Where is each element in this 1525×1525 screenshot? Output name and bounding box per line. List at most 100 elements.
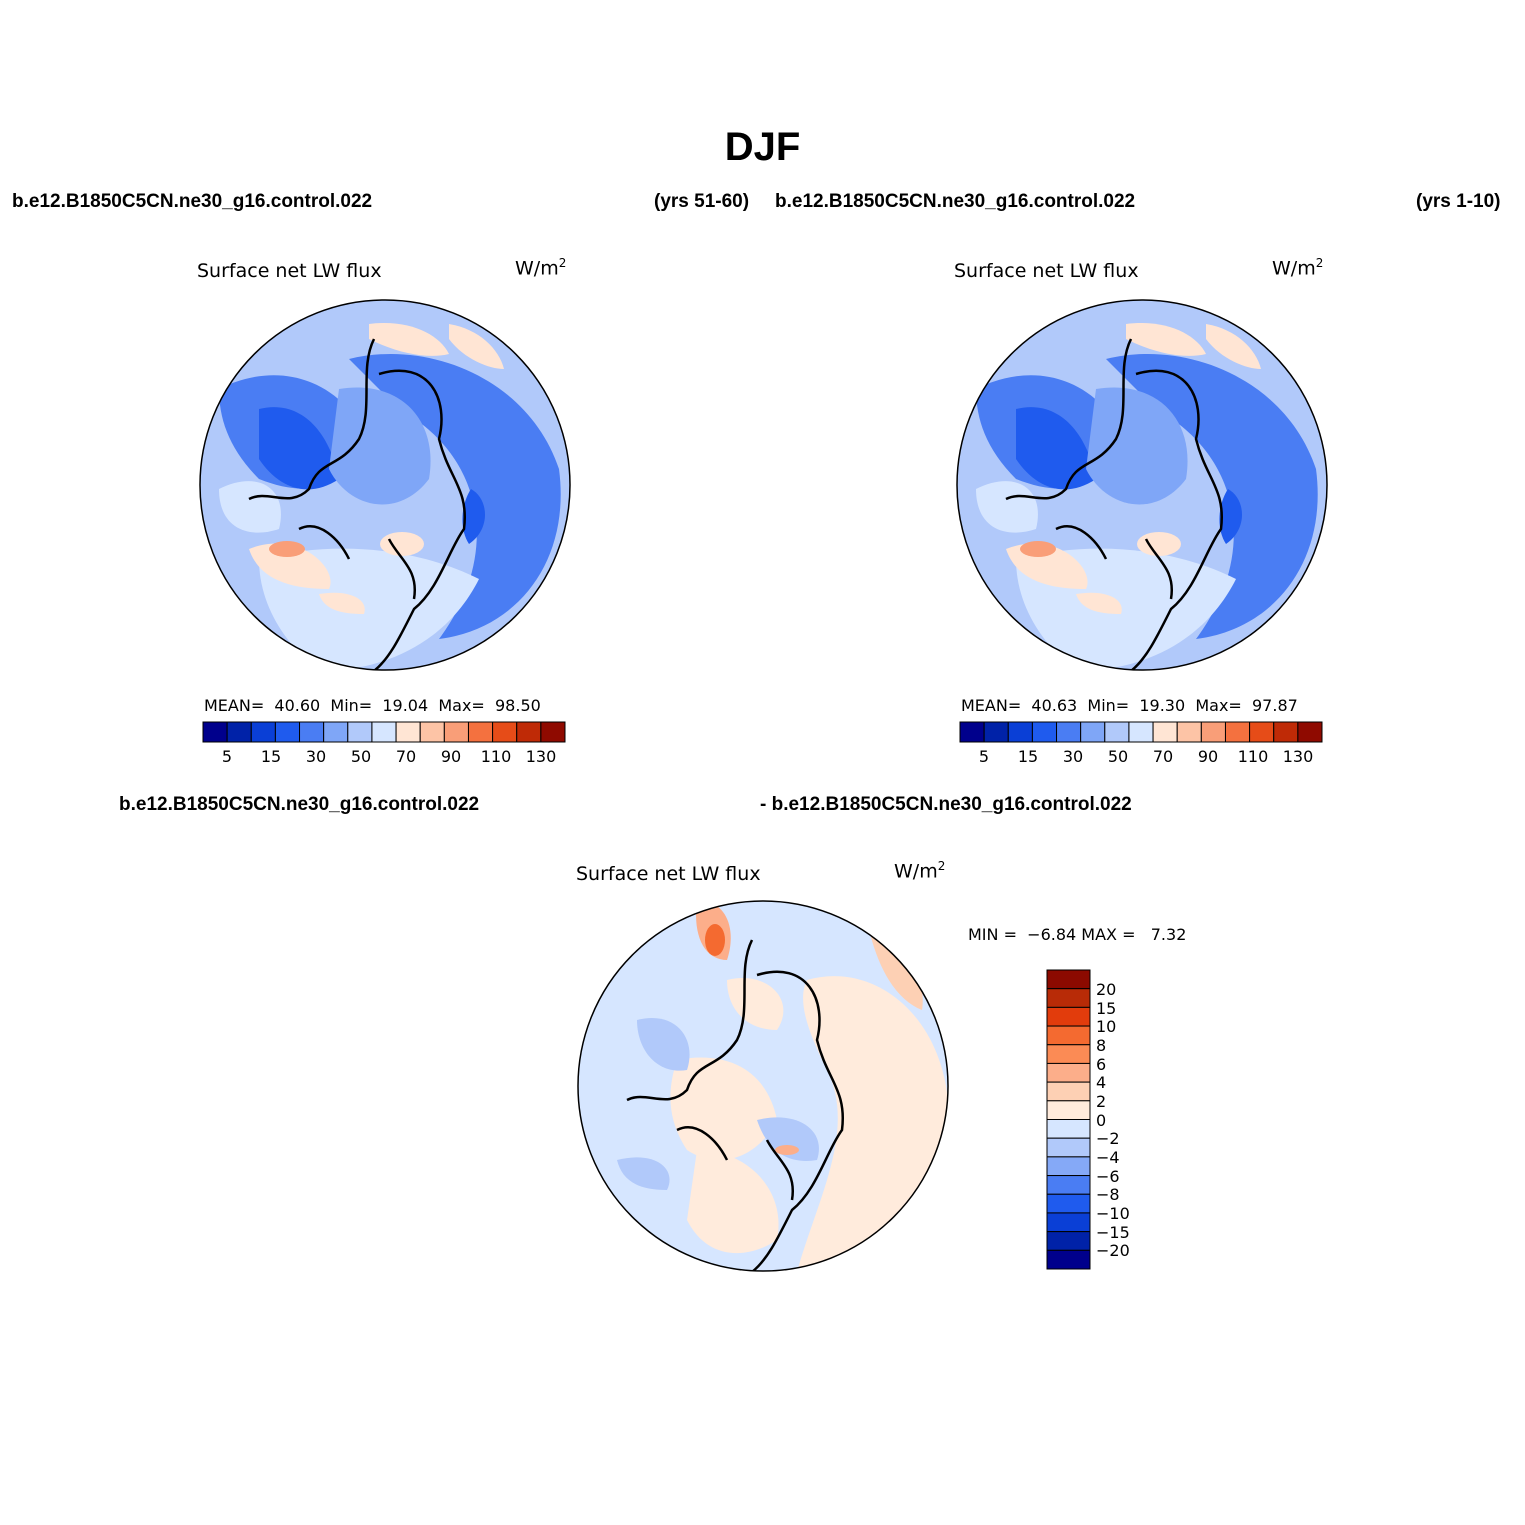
diff-colorbar bbox=[1046, 969, 1091, 1270]
colorbar-box bbox=[467, 721, 494, 743]
cb1-label-5: 5 bbox=[221, 747, 233, 766]
panel1-polar-map bbox=[199, 299, 571, 671]
colorbar-box bbox=[1152, 721, 1178, 743]
colorbar-box bbox=[1046, 1119, 1091, 1139]
panel2-case-label: b.e12.B1850C5CN.ne30_g16.control.022 bbox=[775, 191, 1136, 212]
diff-case-label-left: b.e12.B1850C5CN.ne30_g16.control.022 bbox=[119, 794, 480, 815]
colorbar-box bbox=[1046, 1193, 1091, 1214]
colorbar-box bbox=[1297, 721, 1323, 743]
cb2-label-50: 50 bbox=[1107, 747, 1129, 766]
cb2-label-30: 30 bbox=[1062, 747, 1084, 766]
diff-min-max: MIN = −6.84 MAX = 7.32 bbox=[968, 925, 1187, 944]
cb3-label-4: 4 bbox=[1096, 1073, 1107, 1092]
colorbar-box bbox=[1104, 721, 1130, 743]
panel2-plot-title: Surface net LW flux bbox=[954, 260, 1139, 282]
colorbar-box bbox=[202, 721, 228, 743]
colorbar-box bbox=[1046, 1081, 1091, 1102]
colorbar-box bbox=[1128, 721, 1154, 743]
panel1-colorbar bbox=[202, 721, 566, 743]
cb3-label-6: 6 bbox=[1096, 1055, 1107, 1074]
colorbar-box bbox=[1046, 1062, 1091, 1083]
colorbar-box bbox=[959, 721, 985, 743]
cb1-label-90: 90 bbox=[440, 747, 462, 766]
cb2-label-15: 15 bbox=[1017, 747, 1039, 766]
panel2-colorbar bbox=[959, 721, 1323, 743]
cb1-label-30: 30 bbox=[305, 747, 327, 766]
panel2-stats: MEAN= 40.63 Min= 19.30 Max= 97.87 bbox=[961, 696, 1298, 715]
colorbar-box bbox=[1249, 721, 1275, 743]
colorbar-box bbox=[1046, 1231, 1091, 1251]
colorbar-box bbox=[1031, 721, 1058, 743]
cb1-label-70: 70 bbox=[395, 747, 417, 766]
colorbar-box bbox=[1046, 1100, 1091, 1120]
colorbar-box bbox=[419, 721, 445, 743]
colorbar-box bbox=[983, 721, 1009, 743]
panel1-years-label: (yrs 51-60) bbox=[654, 191, 750, 212]
cb3-label-neg2: −2 bbox=[1096, 1129, 1120, 1148]
cb1-label-50: 50 bbox=[350, 747, 372, 766]
cb3-label-neg6: −6 bbox=[1096, 1167, 1120, 1186]
diff-units: W/m2 bbox=[894, 859, 946, 883]
cb2-label-130: 130 bbox=[1282, 747, 1314, 766]
figure-title: DJF bbox=[724, 125, 801, 169]
colorbar-box bbox=[1046, 988, 1091, 1008]
cb3-label-8: 8 bbox=[1096, 1036, 1107, 1055]
colorbar-box bbox=[1007, 721, 1033, 743]
cb2-label-110: 110 bbox=[1237, 747, 1269, 766]
colorbar-box bbox=[226, 721, 252, 743]
cb3-label-15: 15 bbox=[1096, 999, 1117, 1018]
colorbar-box bbox=[1046, 1212, 1091, 1233]
colorbar-box bbox=[1046, 969, 1091, 990]
panel1-units: W/m2 bbox=[515, 256, 567, 280]
panel1-colorbar-labels: 5 15 30 50 70 90 110 130 bbox=[203, 747, 565, 767]
diff-colorbar-labels: 20 15 10 8 6 4 2 0 −2 −4 −6 −8 −10 −15 −… bbox=[1096, 970, 1156, 1269]
colorbar-box bbox=[274, 721, 301, 743]
cb3-label-neg4: −4 bbox=[1096, 1148, 1120, 1167]
cb2-label-5: 5 bbox=[978, 747, 990, 766]
colorbar-box bbox=[1046, 1249, 1091, 1270]
colorbar-box bbox=[516, 721, 542, 743]
panel1-plot-title: Surface net LW flux bbox=[197, 260, 382, 282]
colorbar-box bbox=[299, 721, 325, 743]
colorbar-box bbox=[323, 721, 349, 743]
colorbar-box bbox=[1080, 721, 1106, 743]
colorbar-box bbox=[1046, 1025, 1091, 1046]
panel2-polar-map bbox=[956, 299, 1328, 671]
colorbar-box bbox=[443, 721, 469, 743]
cb1-label-130: 130 bbox=[525, 747, 557, 766]
panel2-years-label: (yrs 1-10) bbox=[1416, 191, 1501, 212]
cb3-label-neg8: −8 bbox=[1096, 1185, 1120, 1204]
cb3-label-0: 0 bbox=[1096, 1111, 1107, 1130]
colorbar-box bbox=[395, 721, 421, 743]
cb3-label-10: 10 bbox=[1096, 1017, 1117, 1036]
panel1-case-label: b.e12.B1850C5CN.ne30_g16.control.022 bbox=[12, 191, 373, 212]
cb2-label-90: 90 bbox=[1197, 747, 1219, 766]
diff-case-label-right: - b.e12.B1850C5CN.ne30_g16.control.022 bbox=[760, 794, 1132, 815]
cb3-label-neg15: −15 bbox=[1096, 1223, 1130, 1242]
colorbar-box bbox=[1046, 1175, 1091, 1195]
colorbar-box bbox=[347, 721, 373, 743]
panel1-stats: MEAN= 40.60 Min= 19.04 Max= 98.50 bbox=[204, 696, 541, 715]
colorbar-box bbox=[1056, 721, 1082, 743]
colorbar-box bbox=[1046, 1006, 1091, 1027]
cb1-label-15: 15 bbox=[260, 747, 282, 766]
colorbar-box bbox=[540, 721, 566, 743]
colorbar-box bbox=[1176, 721, 1202, 743]
colorbar-box bbox=[250, 721, 276, 743]
diff-plot-title: Surface net LW flux bbox=[576, 863, 761, 885]
panel2-units: W/m2 bbox=[1272, 256, 1324, 280]
colorbar-box bbox=[1200, 721, 1226, 743]
colorbar-box bbox=[1046, 1137, 1091, 1158]
diff-polar-map bbox=[577, 900, 949, 1272]
cb2-label-70: 70 bbox=[1152, 747, 1174, 766]
cb1-label-110: 110 bbox=[480, 747, 512, 766]
panel2-colorbar-labels: 5 15 30 50 70 90 110 130 bbox=[960, 747, 1322, 767]
colorbar-box bbox=[1046, 1156, 1091, 1177]
colorbar-box bbox=[1273, 721, 1299, 743]
cb3-label-20: 20 bbox=[1096, 980, 1117, 999]
colorbar-box bbox=[1224, 721, 1251, 743]
cb3-label-2: 2 bbox=[1096, 1092, 1107, 1111]
colorbar-box bbox=[492, 721, 518, 743]
colorbar-box bbox=[1046, 1044, 1091, 1064]
cb3-label-neg20: −20 bbox=[1096, 1241, 1130, 1260]
